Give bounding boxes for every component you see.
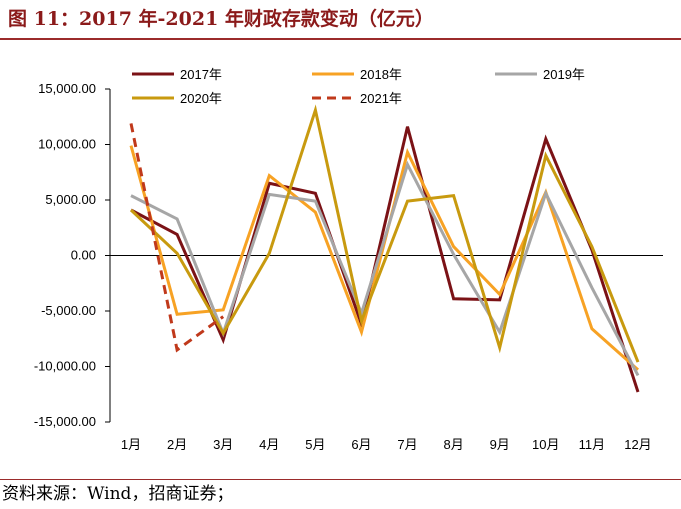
y-tick-label: 15,000.00	[38, 81, 96, 96]
legend-label: 2017年	[180, 67, 222, 82]
figure-title: 图 11：2017 年-2021 年财政存款变动（亿元）	[8, 8, 434, 30]
x-tick-label: 9月	[490, 437, 510, 452]
x-tick-label: 7月	[397, 437, 417, 452]
legend-label: 2019年	[543, 67, 585, 82]
legend-label: 2018年	[360, 67, 402, 82]
x-tick-label: 5月	[305, 437, 325, 452]
chart-axes: 15,000.00 10,000.00 5,000.00 0.00 -5,000.00 -…	[34, 81, 663, 452]
x-tick-label: 3月	[213, 437, 233, 452]
x-tick-label: 10月	[532, 437, 559, 452]
line-chart: 15,000.00 10,000.00 5,000.00 0.00 -5,000.00 -…	[34, 67, 663, 452]
series-line-2020	[129, 104, 640, 363]
y-tick-label: -5,000.00	[41, 303, 96, 318]
source-note: 资料来源：Wind，招商证券；	[2, 484, 234, 504]
x-tick-label: 4月	[259, 437, 279, 452]
x-tick-label: 6月	[351, 437, 371, 452]
x-tick-label: 1月	[121, 437, 141, 452]
source-divider	[0, 479, 681, 480]
x-tick-label: 12月	[624, 437, 651, 452]
x-tick-label: 11月	[579, 437, 606, 452]
y-tick-label: 10,000.00	[38, 137, 96, 152]
y-tick-label: 5,000.00	[45, 192, 96, 207]
legend-label: 2020年	[180, 91, 222, 106]
title-divider	[0, 38, 681, 40]
x-tick-label: 2月	[167, 437, 187, 452]
y-tick-label: -15,000.00	[34, 414, 96, 429]
x-tick-label: 8月	[444, 437, 464, 452]
chart-legend: 2017年 2018年 2019年 2020年 2021年	[132, 67, 585, 106]
legend-label: 2021年	[360, 91, 402, 106]
series-line-2019	[130, 160, 640, 377]
y-tick-label: -10,000.00	[34, 359, 96, 374]
chart-series	[129, 104, 640, 393]
y-tick-label: 0.00	[71, 248, 96, 263]
series-line-2021	[129, 123, 225, 353]
